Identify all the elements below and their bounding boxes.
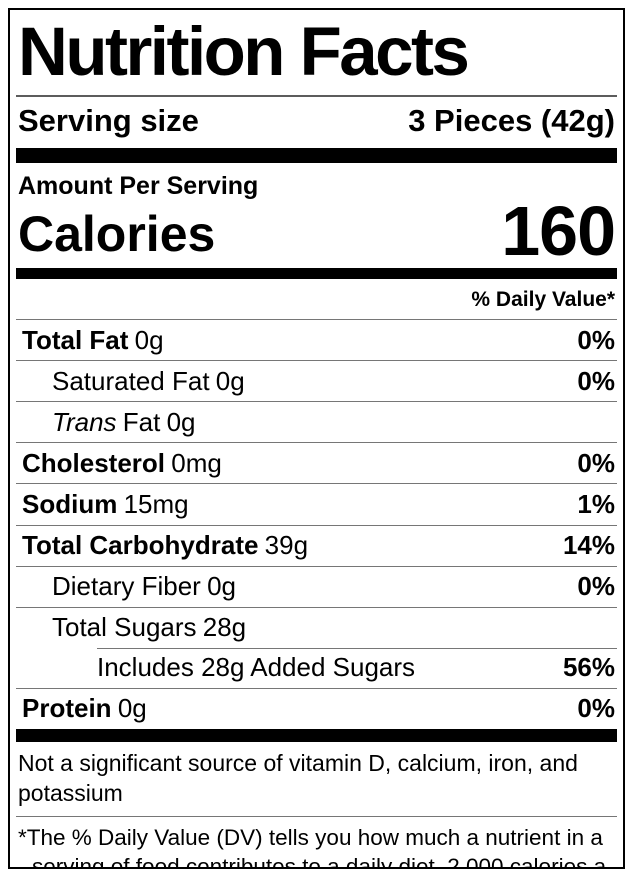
serving-size-value: 3 Pieces (42g) — [408, 103, 615, 138]
title-rule — [16, 95, 617, 97]
daily-value-percent: 0% — [577, 365, 615, 396]
nutrient-row-total-fat: Total Fat 0g 0% — [16, 319, 617, 360]
not-significant-note: Not a significant source of vitamin D, c… — [18, 750, 578, 806]
daily-value-footnote: *The % Daily Value (DV) tells you how mu… — [18, 824, 607, 869]
calories-row: Calories 160 — [16, 192, 617, 270]
thick-divider-bottom — [16, 729, 617, 743]
nutrient-rows: Total Fat 0g 0% Saturated Fat 0g 0% Trans F… — [16, 319, 617, 729]
nutrient-name-and-amount: Protein 0g — [22, 693, 147, 724]
daily-value-header: % Daily Value* — [471, 288, 615, 311]
calories-value: 160 — [501, 192, 616, 270]
nutrient-name-and-amount: Cholesterol 0mg — [22, 447, 222, 478]
nutrient-row-total-sugars: Total Sugars 28g — [16, 606, 617, 648]
nutrient-name-and-amount: Trans Fat 0g — [52, 406, 196, 437]
nutrient-row-sodium: Sodium 15mg 1% — [16, 483, 617, 524]
daily-value-percent: 14% — [562, 530, 615, 561]
nutrient-row-total-carbohydrate: Total Carbohydrate 39g 14% — [16, 524, 617, 566]
thick-divider-top — [16, 148, 617, 163]
nutrient-name-and-amount: Dietary Fiber 0g — [52, 571, 236, 602]
daily-value-percent: 56% — [562, 652, 615, 683]
nutrient-name-and-amount: Includes 28g Added Sugars — [97, 652, 416, 683]
nutrient-row-added-sugars: Includes 28g Added Sugars 56% — [16, 647, 617, 688]
label-title: Nutrition Facts — [18, 13, 470, 90]
nutrient-row-dietary-fiber: Dietary Fiber 0g 0% — [16, 565, 617, 607]
nutrient-name-and-amount: Sodium 15mg — [22, 488, 189, 519]
daily-value-percent: 1% — [577, 488, 615, 519]
amount-per-serving-label: Amount Per Serving — [18, 172, 259, 200]
serving-size-row: Serving size 3 Pieces (42g) — [16, 97, 617, 148]
calories-label: Calories — [18, 206, 216, 262]
daily-value-percent: 0% — [577, 571, 615, 602]
nutrient-row-protein: Protein 0g 0% — [16, 687, 617, 729]
nutrition-facts-label: Nutrition Facts Serving size 3 Pieces (4… — [8, 8, 625, 869]
daily-value-percent: 0% — [577, 447, 615, 478]
nutrient-row-trans-fat: Trans Fat 0g — [16, 401, 617, 442]
nutrient-name-and-amount: Total Carbohydrate 39g — [22, 530, 309, 561]
footnote-rule — [16, 815, 617, 817]
nutrient-row-cholesterol: Cholesterol 0mg 0% — [16, 442, 617, 483]
thick-divider-calories — [16, 268, 617, 279]
daily-value-percent: 0% — [577, 693, 615, 724]
serving-size-label: Serving size — [18, 103, 199, 138]
nutrient-name-and-amount: Saturated Fat 0g — [52, 365, 245, 396]
nutrient-name-and-amount: Total Sugars 28g — [52, 612, 247, 643]
daily-value-percent: 0% — [577, 324, 615, 355]
nutrient-name-and-amount: Total Fat 0g — [22, 324, 164, 355]
nutrient-row-saturated-fat: Saturated Fat 0g 0% — [16, 360, 617, 401]
